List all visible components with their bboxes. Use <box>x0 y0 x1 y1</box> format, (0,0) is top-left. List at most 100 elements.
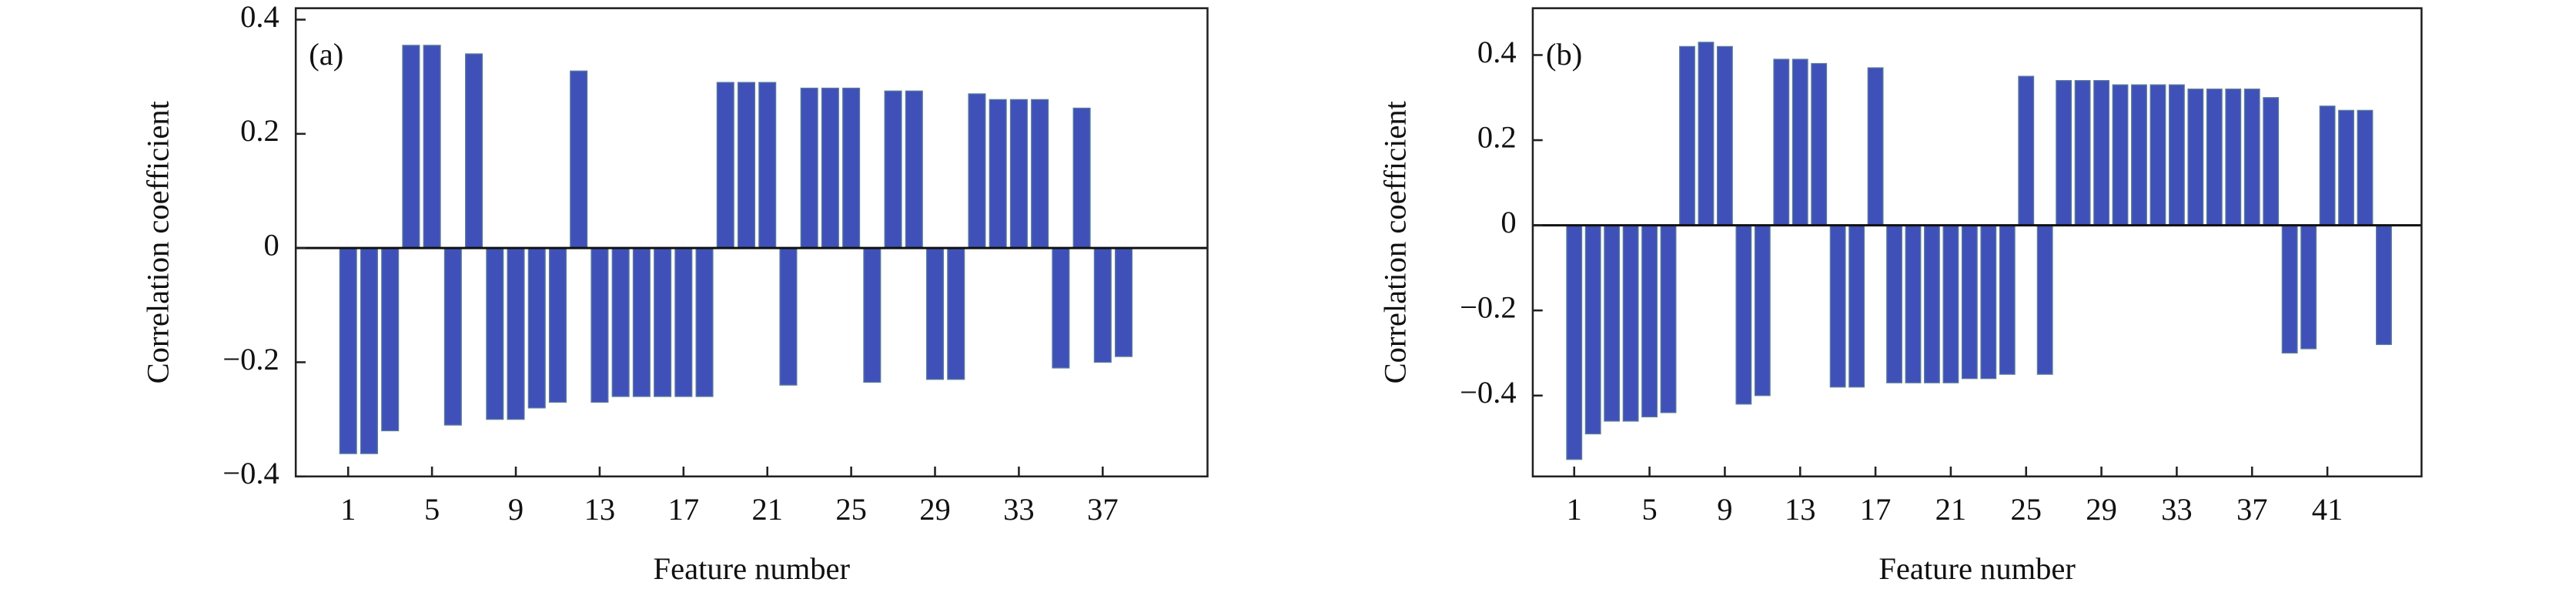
bar <box>402 45 420 249</box>
bar <box>1886 224 1902 383</box>
x-tick-label: 21 <box>751 492 783 527</box>
bar <box>548 247 567 403</box>
bar <box>1641 224 1658 418</box>
bar <box>632 247 651 397</box>
bar <box>779 247 798 386</box>
bar <box>968 93 986 249</box>
bar <box>1679 45 1695 226</box>
bar <box>1698 42 1715 226</box>
bar <box>570 70 588 249</box>
bar <box>1829 224 1846 388</box>
x-tick-label: 13 <box>584 492 616 527</box>
bar <box>2338 109 2354 226</box>
y-tick-label: 0 <box>264 227 279 262</box>
y-tick-label: −0.2 <box>1460 289 1517 324</box>
bar <box>527 247 546 409</box>
x-tick-label: 9 <box>508 492 524 527</box>
x-tick-label: 13 <box>1785 492 1816 527</box>
x-tick-label: 29 <box>2086 492 2117 527</box>
bar <box>611 247 630 397</box>
x-axis-label: Feature number <box>1878 551 2076 586</box>
bar <box>1072 107 1091 249</box>
bar <box>1811 62 1828 226</box>
bar <box>884 90 902 249</box>
bar <box>2093 80 2109 226</box>
bar <box>1009 99 1028 249</box>
bar <box>443 247 462 426</box>
bar <box>1604 224 1621 422</box>
bar <box>821 87 839 249</box>
bar <box>2300 224 2317 350</box>
bar <box>2281 224 2298 354</box>
bar <box>905 90 923 249</box>
bar <box>1754 224 1771 397</box>
y-tick-label: 0 <box>1500 205 1516 239</box>
bar <box>590 247 609 403</box>
bar <box>925 247 945 380</box>
y-tick-label: −0.2 <box>222 342 279 376</box>
bar <box>1735 224 1752 405</box>
bar <box>2319 105 2336 226</box>
bar <box>1980 224 1997 380</box>
bar <box>2149 84 2166 226</box>
x-tick-label: 9 <box>1717 492 1732 527</box>
bar <box>2225 89 2242 226</box>
bar <box>716 82 734 249</box>
panel-label: (b) <box>1546 37 1582 72</box>
bar <box>1716 45 1733 226</box>
bar <box>1566 224 1583 460</box>
bar <box>1942 224 1959 383</box>
bar <box>507 247 525 420</box>
bar <box>1905 224 1922 383</box>
bar <box>1093 247 1112 363</box>
panel-label: (a) <box>309 37 343 72</box>
bar <box>2206 89 2223 226</box>
bar <box>947 247 965 380</box>
x-tick-label: 33 <box>1003 492 1035 527</box>
bar <box>2112 84 2129 226</box>
x-tick-label: 21 <box>1935 492 1967 527</box>
plot-frame <box>294 7 1209 478</box>
bar <box>423 45 441 249</box>
y-tick-label: 0.4 <box>240 0 279 34</box>
x-tick-label: 41 <box>2312 492 2343 527</box>
bar <box>1867 67 1884 226</box>
bar <box>842 87 861 249</box>
bar <box>989 99 1007 249</box>
bar <box>339 247 357 454</box>
x-tick-label: 37 <box>1087 492 1119 527</box>
bar <box>1115 247 1133 357</box>
bar <box>1584 224 1601 435</box>
y-tick-label: −0.4 <box>1460 375 1517 410</box>
bar <box>1848 224 1865 388</box>
bar <box>2074 80 2091 226</box>
x-tick-label: 1 <box>340 492 356 527</box>
x-tick-label: 5 <box>424 492 440 527</box>
bar <box>2168 84 2185 226</box>
bar <box>1052 247 1070 369</box>
bar <box>2357 109 2374 226</box>
bar <box>381 247 400 432</box>
y-tick-label: −0.4 <box>222 456 279 490</box>
x-tick-label: 29 <box>919 492 951 527</box>
bar <box>486 247 504 420</box>
bar <box>737 82 756 249</box>
bar <box>1773 59 1790 226</box>
bar <box>800 87 818 249</box>
bar <box>2056 80 2073 226</box>
x-tick-label: 5 <box>1641 492 1657 527</box>
bar <box>758 82 777 249</box>
bar <box>2243 89 2260 226</box>
x-tick-label: 25 <box>835 492 867 527</box>
y-tick-label: 0.4 <box>1477 35 1517 69</box>
bar <box>1622 224 1639 422</box>
plot-frame <box>1531 7 2423 478</box>
x-axis-label: Feature number <box>654 551 851 586</box>
x-tick-label: 37 <box>2236 492 2268 527</box>
x-tick-label: 25 <box>2010 492 2042 527</box>
bar <box>1791 59 1808 226</box>
bar <box>1660 224 1677 413</box>
bar <box>2131 84 2147 226</box>
y-tick-label: 0.2 <box>240 113 279 148</box>
